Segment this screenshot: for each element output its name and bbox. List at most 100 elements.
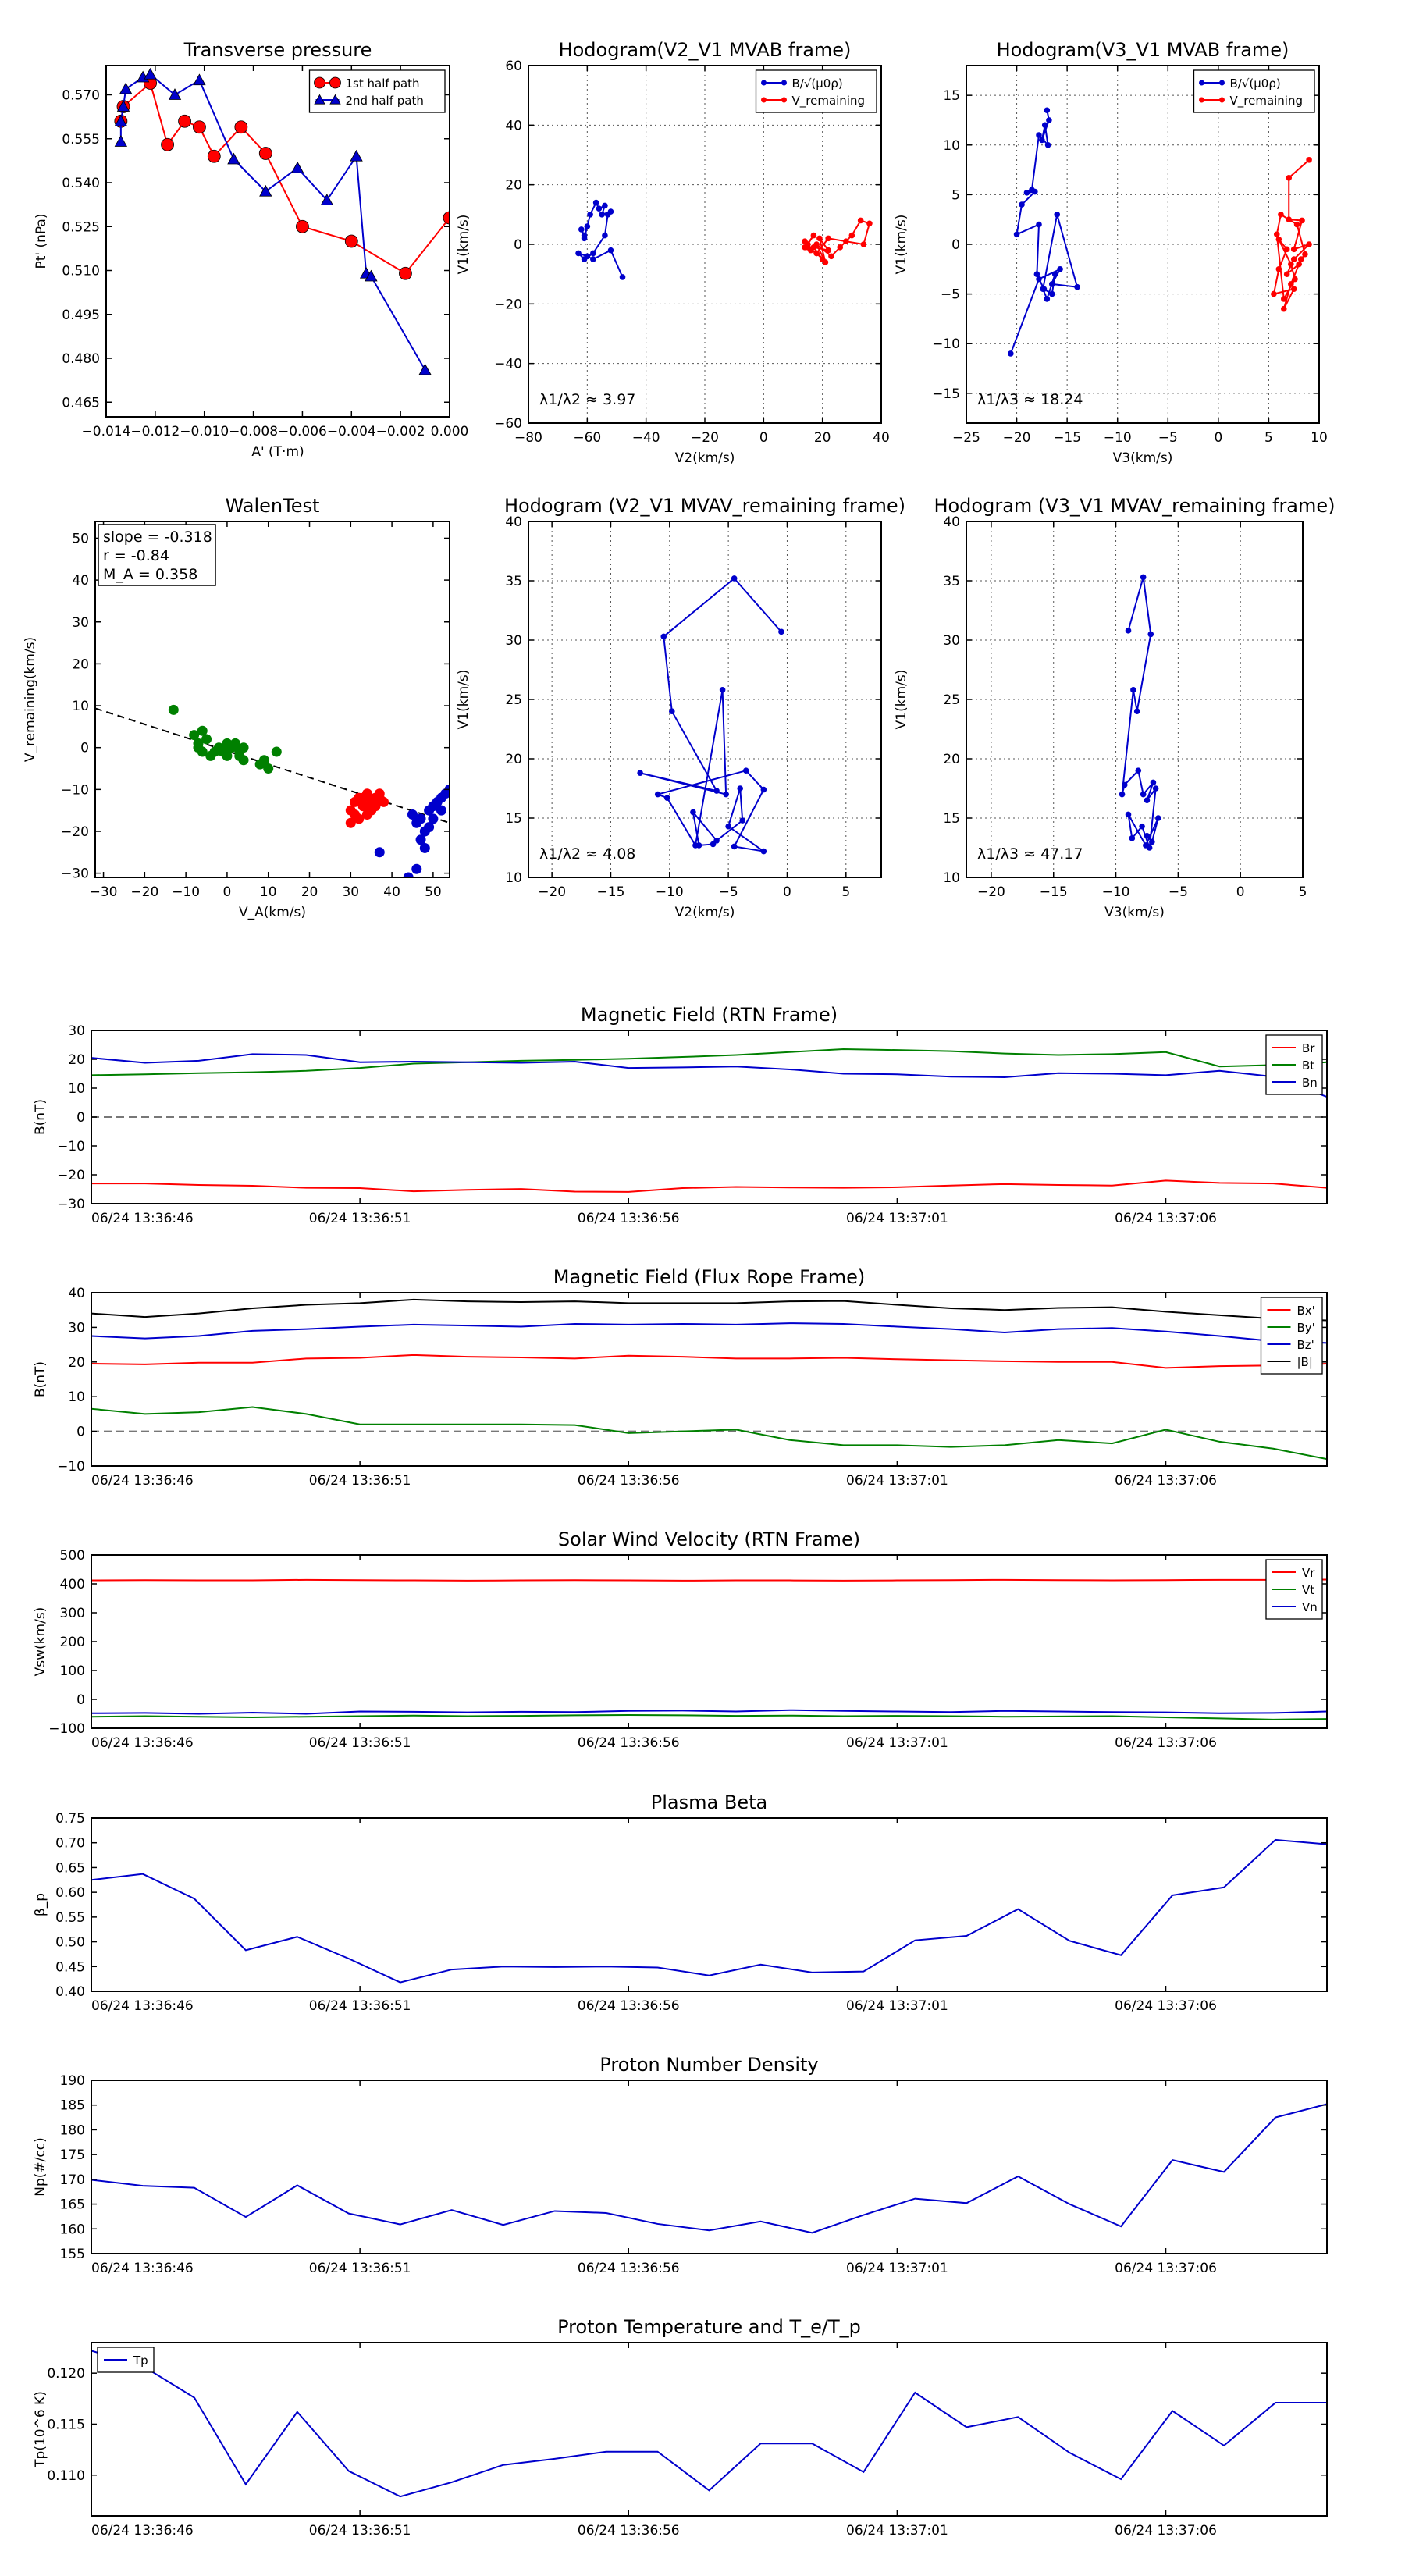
- y-tick-label: −5: [941, 287, 960, 303]
- stats-box: [98, 524, 216, 586]
- series-trajectory-marker: [778, 628, 784, 635]
- y-tick-label: 35: [505, 574, 522, 589]
- series-1st-half-path-marker: [443, 211, 450, 225]
- series-v-remaining-marker: [848, 232, 855, 239]
- plot-frame: [91, 2342, 1328, 2517]
- y-tick-label: 0: [514, 237, 522, 253]
- series-2nd-half-path-marker: [259, 184, 272, 197]
- regression-fit-line: [95, 707, 450, 824]
- series-green-point: [197, 725, 208, 736]
- x-tick-label: −60: [573, 430, 601, 446]
- y-tick-label: 155: [60, 2247, 85, 2262]
- series-b-0-marker: [1048, 290, 1055, 297]
- series-b-0-marker: [1051, 271, 1058, 277]
- series-bz-line: [91, 1322, 1327, 1344]
- series-b-0-marker: [599, 212, 605, 218]
- series-trajectory-marker: [1125, 628, 1132, 634]
- y-axis-label: V1(km/s): [456, 215, 471, 275]
- y-axis-label: Np(#/cc): [33, 2137, 48, 2196]
- ratio-annotation: λ1/λ3 ≈ 47.17: [977, 845, 1083, 863]
- series-b-0-marker: [575, 250, 582, 257]
- x-tick-label: 06/24 13:36:46: [91, 2523, 194, 2539]
- series-2nd-half-path-marker: [227, 152, 240, 165]
- x-tick-label: 5: [1264, 430, 1273, 446]
- y-tick-label: 0.510: [62, 264, 100, 279]
- series-trajectory-marker: [663, 795, 670, 801]
- y-tick-label: 100: [60, 1663, 85, 1679]
- x-tick-label: −15: [597, 884, 625, 900]
- series-trajectory-marker: [731, 843, 738, 850]
- series-b-0-marker: [1023, 190, 1030, 196]
- series-trajectory-marker: [1155, 815, 1161, 821]
- y-tick-label: 30: [72, 615, 89, 631]
- y-tick-label: −60: [494, 416, 522, 432]
- chart-title: Hodogram (V3_V1 MVAV_remaining frame): [934, 495, 1335, 517]
- series-v-remaining-marker: [1275, 236, 1282, 243]
- legend-label: B/√(μ0ρ): [1230, 76, 1281, 91]
- x-tick-label: 06/24 13:37:06: [1115, 1473, 1217, 1489]
- series-v-remaining-marker: [828, 253, 834, 260]
- series-trajectory-marker: [1133, 708, 1140, 714]
- series-trajectory-marker: [654, 791, 661, 798]
- y-tick-label: 0.480: [62, 351, 100, 367]
- x-tick-label: 06/24 13:36:56: [578, 1998, 680, 2014]
- series-v-remaining-marker: [1271, 290, 1277, 297]
- y-tick-label: 0: [80, 741, 89, 756]
- y-tick-label: 25: [505, 692, 522, 708]
- x-axis-label: V3(km/s): [1104, 905, 1165, 920]
- stats-text: slope = -0.318: [103, 528, 212, 546]
- series-b-0-marker: [590, 256, 596, 262]
- y-tick-label: 0.65: [55, 1860, 85, 1876]
- x-tick-label: −80: [514, 430, 542, 446]
- series-trajectory-marker: [739, 817, 746, 824]
- x-tick-label: −10: [1104, 430, 1132, 446]
- y-tick-label: 20: [68, 1355, 85, 1371]
- x-axis-label: A' (T·m): [251, 444, 304, 460]
- x-tick-label: 06/24 13:36:56: [578, 2523, 680, 2539]
- legend-marker: [314, 94, 325, 105]
- series-v-remaining-marker: [866, 220, 873, 227]
- series-b-0-marker: [1013, 231, 1020, 238]
- series-np-line: [91, 2103, 1327, 2234]
- y-tick-label: 15: [505, 811, 522, 827]
- series-bn-line: [91, 1053, 1327, 1098]
- legend-marker: [1219, 80, 1225, 86]
- series-v-remaining-marker: [1290, 256, 1297, 262]
- legend-label: Vt: [1302, 1583, 1314, 1597]
- y-axis-label: V1(km/s): [456, 670, 471, 730]
- series-b-0-marker: [1036, 132, 1042, 138]
- legend-marker: [761, 97, 767, 103]
- series-green-point: [271, 746, 282, 757]
- series-trajectory-marker: [725, 823, 731, 830]
- legend: Br Bt Bn: [1265, 1034, 1323, 1095]
- series-green-point: [234, 750, 245, 761]
- legend-label: Br: [1302, 1041, 1315, 1055]
- series-v-remaining-marker: [1281, 305, 1287, 312]
- y-tick-label: 300: [60, 1606, 85, 1621]
- x-tick-label: −20: [691, 430, 719, 446]
- chart-title: Plasma Beta: [651, 1791, 767, 1813]
- x-tick-label: −0.004: [327, 424, 376, 439]
- series-trajectory-marker: [1129, 835, 1136, 841]
- x-tick-label: −0.002: [376, 424, 425, 439]
- x-tick-label: 06/24 13:37:01: [846, 2261, 948, 2276]
- series-trajectory-marker: [669, 708, 675, 714]
- x-tick-label: 06/24 13:36:56: [578, 1473, 680, 1489]
- y-tick-label: 0.50: [55, 1935, 85, 1951]
- y-tick-label: −30: [61, 866, 89, 882]
- x-tick-label: −15: [1053, 430, 1081, 446]
- series-v-remaining-marker: [843, 238, 849, 244]
- x-tick-label: −10: [172, 884, 200, 900]
- series-2nd-half-path-marker: [116, 100, 130, 112]
- y-tick-label: −100: [48, 1721, 85, 1737]
- legend: B/√(μ0ρ) V_remaining: [1193, 69, 1315, 113]
- chart-solar-wind-velocity: 06/24 13:36:46 06/24 13:36:51 06/24 13:36:…: [33, 1528, 1328, 1751]
- chart-title: Transverse pressure: [183, 39, 372, 61]
- series-v-remaining-line: [803, 219, 871, 263]
- legend-label: Vn: [1302, 1600, 1318, 1614]
- series-blue-point: [403, 872, 414, 877]
- series-trajectory-marker: [710, 841, 717, 848]
- series-v-remaining-marker: [1293, 221, 1300, 228]
- series-v-remaining-marker: [1283, 271, 1290, 277]
- series-b-0-marker: [1044, 141, 1051, 148]
